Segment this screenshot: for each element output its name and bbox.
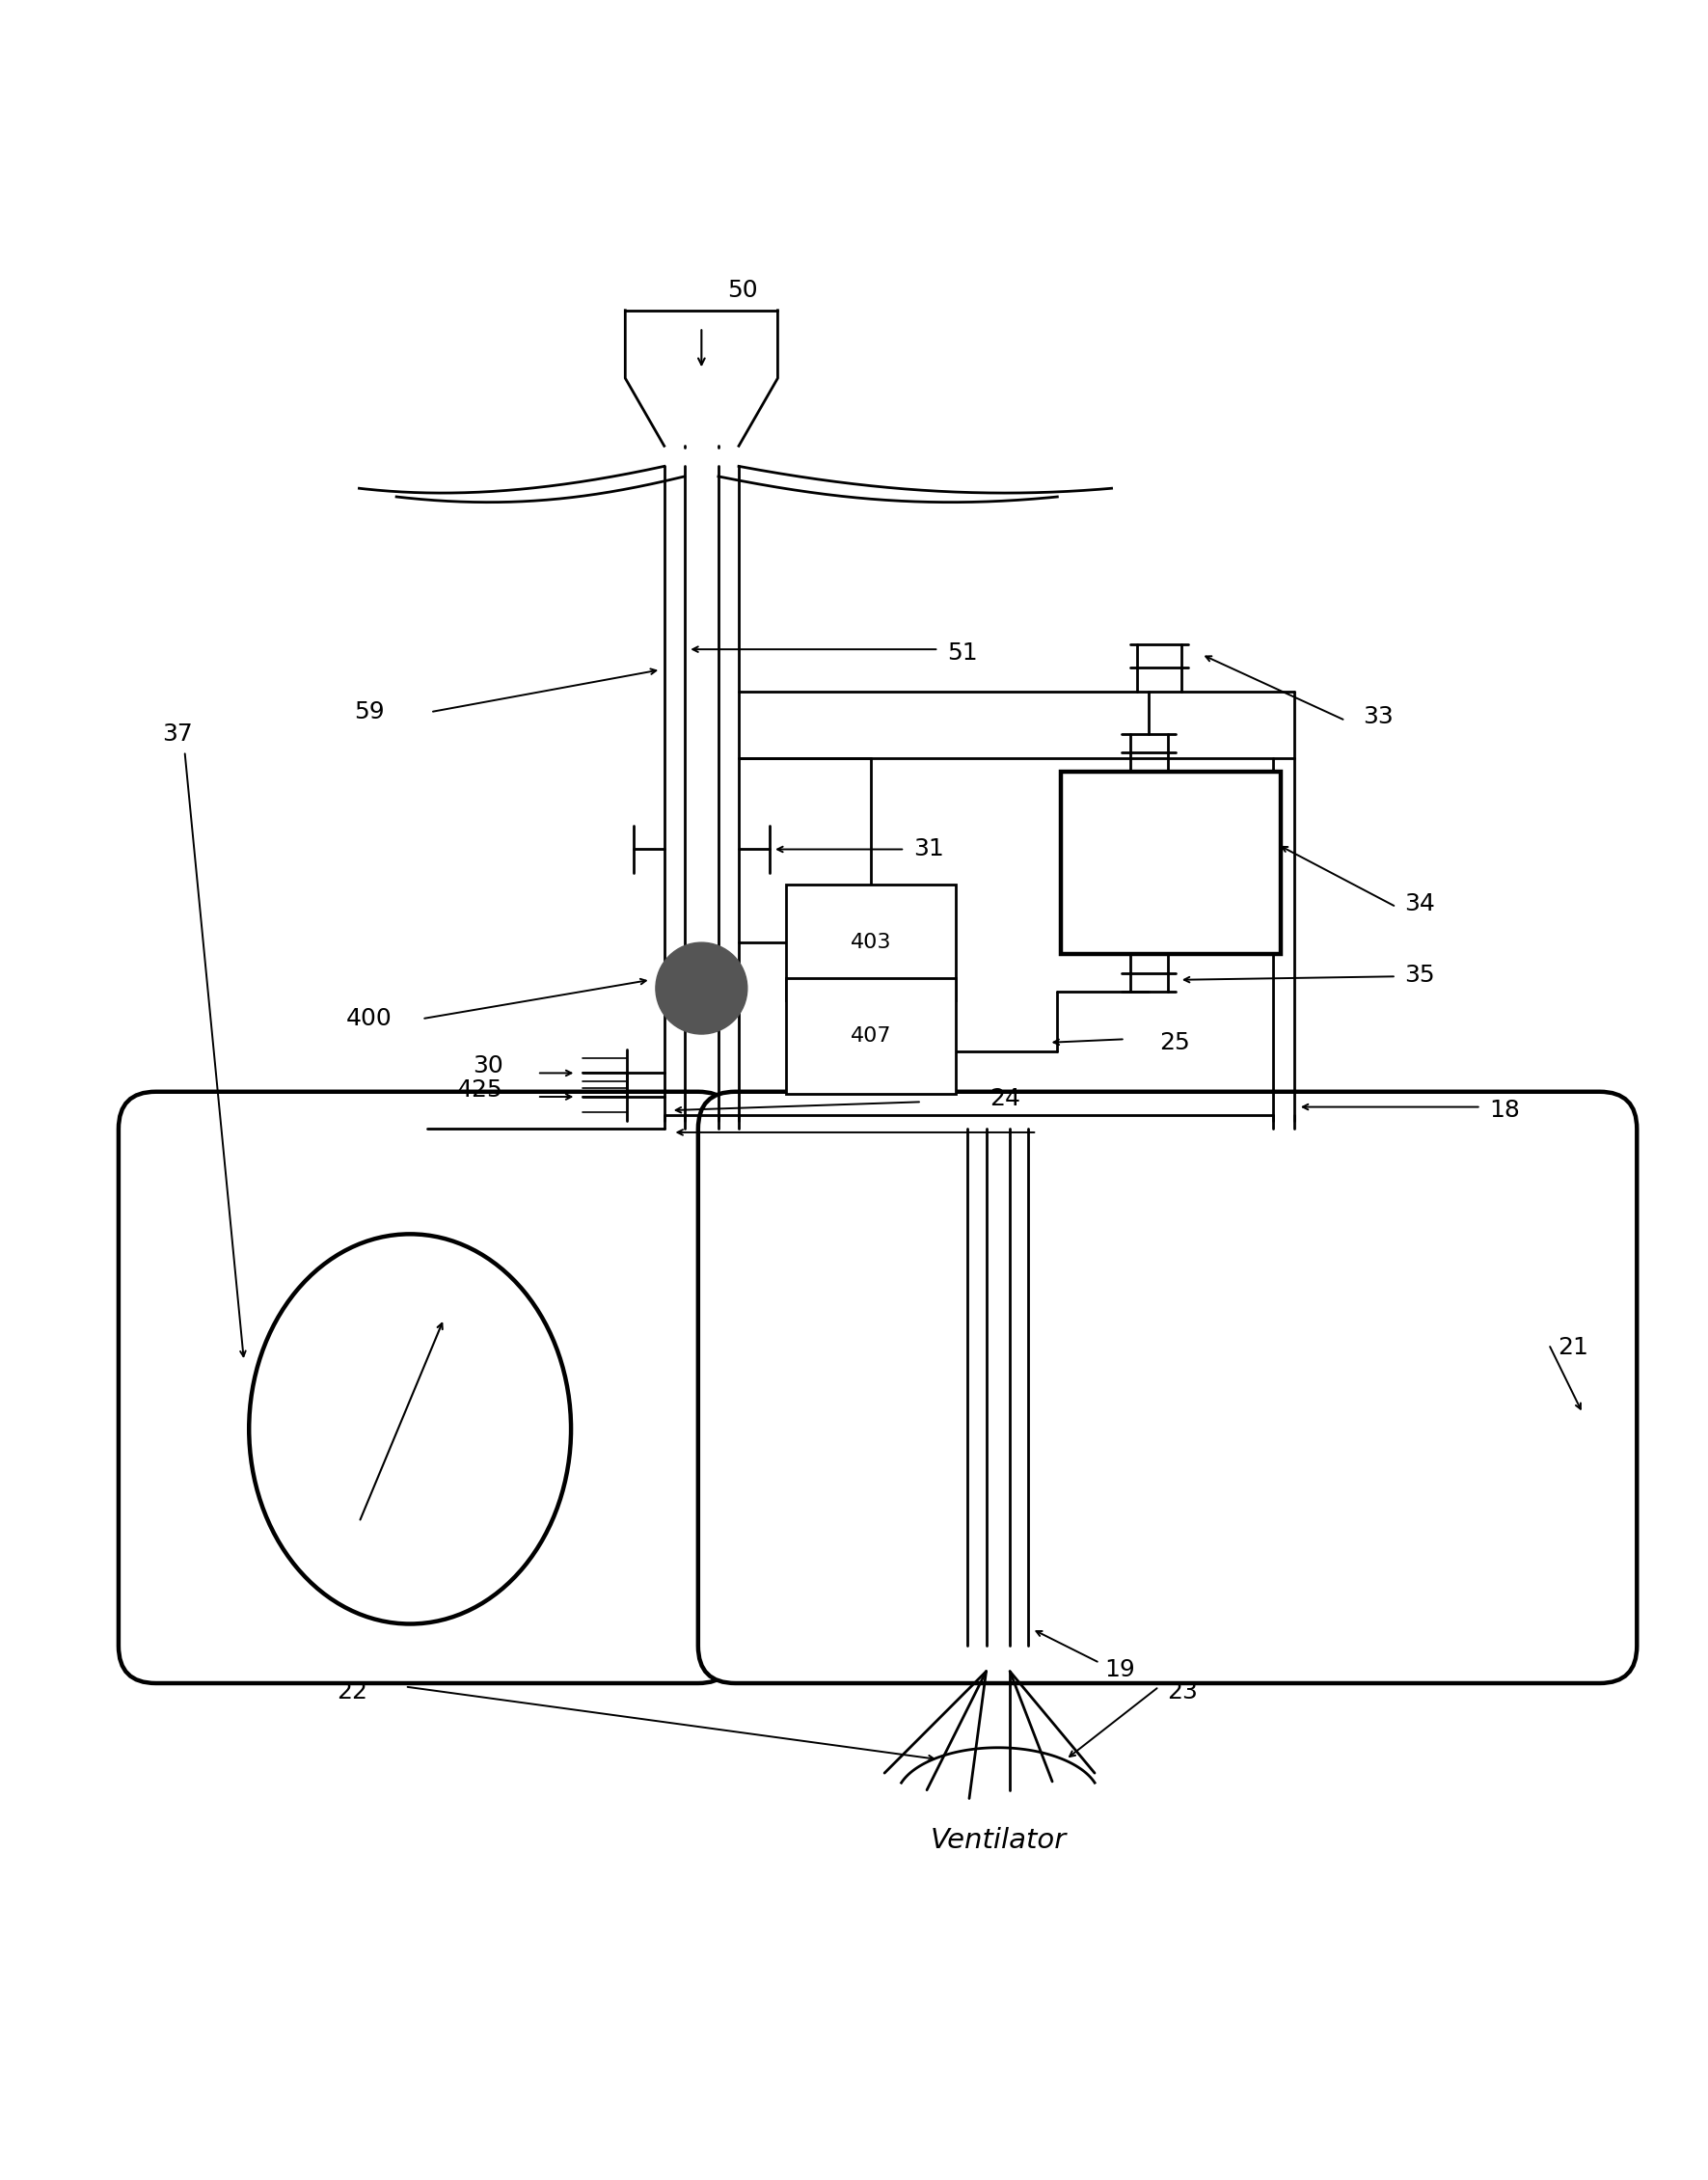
Ellipse shape xyxy=(249,1234,570,1624)
Text: 25: 25 xyxy=(1160,1031,1190,1055)
Text: 35: 35 xyxy=(1404,964,1435,985)
Circle shape xyxy=(656,942,746,1033)
Bar xyxy=(786,979,956,1094)
Text: 31: 31 xyxy=(914,837,945,861)
Text: 24: 24 xyxy=(989,1088,1020,1110)
Text: 59: 59 xyxy=(354,700,384,724)
Text: 18: 18 xyxy=(1489,1099,1520,1123)
Text: 22: 22 xyxy=(336,1681,367,1703)
Text: 407: 407 xyxy=(851,1027,892,1046)
Text: 33: 33 xyxy=(1363,706,1394,728)
Text: 400: 400 xyxy=(345,1007,391,1031)
Text: 23: 23 xyxy=(1168,1681,1199,1703)
Text: 19: 19 xyxy=(1105,1659,1136,1681)
Text: 403: 403 xyxy=(851,933,892,953)
Text: Ventilator: Ventilator xyxy=(929,1827,1066,1855)
Bar xyxy=(786,885,956,1001)
Text: 51: 51 xyxy=(948,641,977,665)
Text: 30: 30 xyxy=(473,1055,504,1077)
Text: 34: 34 xyxy=(1404,892,1435,916)
Text: 21: 21 xyxy=(1558,1336,1588,1358)
FancyBboxPatch shape xyxy=(699,1092,1636,1683)
Bar xyxy=(1061,772,1281,955)
FancyBboxPatch shape xyxy=(118,1092,736,1683)
Text: 50: 50 xyxy=(728,279,757,301)
Text: 37: 37 xyxy=(162,722,193,746)
Text: 425: 425 xyxy=(458,1079,504,1101)
